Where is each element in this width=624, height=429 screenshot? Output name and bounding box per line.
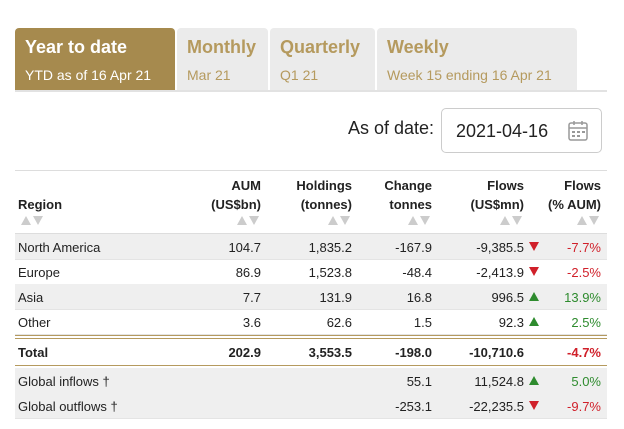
tab[interactable]: Quarterly Q1 21 [270,28,375,90]
cell-value: 1.5 [413,315,432,330]
cell-value: -48.4 [402,265,432,280]
calendar-icon[interactable] [568,120,588,142]
cell-value: -10,710.6 [469,345,524,360]
cell-value: 11,524.8 [474,374,524,389]
cell-value: -2,413.9 [476,265,524,280]
cell-value: 3.6 [242,315,261,330]
cell-value: -9,385.5 [476,240,524,255]
rule [15,365,607,366]
sort-arrow[interactable] [236,215,248,226]
column-header: (US$bn) [211,197,261,212]
column-header: Flows [564,178,601,193]
row-background [15,393,607,418]
flow-arrow [529,376,539,385]
cell-value: 62.6 [326,315,352,330]
cell-value: 13.9% [564,290,601,305]
cell-value: 86.9 [235,265,261,280]
cell-value: -253.1 [395,399,432,414]
row-background [15,368,607,393]
cell-value: 996.5 [491,290,524,305]
cell-value: -7.7% [567,240,601,255]
sort-arrow[interactable] [20,215,32,226]
cell-value: 3,553.5 [308,345,352,360]
cell-value: 92.3 [498,315,524,330]
tab[interactable]: Monthly Mar 21 [177,28,268,90]
row-label: North America [18,240,101,255]
row-label: Europe [18,265,60,280]
row-label: Asia [18,290,44,305]
flow-arrow [529,292,539,301]
column-header: (US$mn) [470,197,524,212]
sort-arrow[interactable] [419,215,431,226]
sort-arrow[interactable] [339,215,351,226]
date-input[interactable]: 2021-04-16 [441,108,602,153]
sort-arrow[interactable] [499,215,511,226]
rule [15,259,607,260]
date-label: As of date: [347,118,434,138]
sort-arrow[interactable] [407,215,419,226]
row-background [15,284,607,309]
date-value: 2021-04-16 [456,121,549,141]
tab-subtitle: Q1 21 [280,67,319,83]
row-background [15,234,607,259]
tab-title: Weekly [387,37,449,57]
sort-arrow[interactable] [511,215,523,226]
cell-value: 1,835.2 [308,240,352,255]
sort-arrow[interactable] [327,215,339,226]
cell-value: -167.9 [395,240,432,255]
rule [15,309,607,310]
cell-value: -2.5% [567,265,601,280]
tab-title: Year to date [25,37,128,57]
tab[interactable]: Weekly Week 15 ending 16 Apr 21 [377,28,577,90]
cell-value: 7.7 [242,290,261,305]
tab-subtitle: YTD as of 16 Apr 21 [25,67,152,83]
tab-subtitle: Mar 21 [187,67,231,83]
tab-title: Monthly [187,37,256,57]
row-label: Total [18,345,49,360]
flow-arrow [529,267,539,276]
sort-arrow[interactable] [576,215,588,226]
cell-value: -9.7% [567,399,601,414]
cell-value: 104.7 [228,240,261,255]
rule [15,418,607,419]
cell-value: 5.0% [571,374,601,389]
column-header: Flows [487,178,524,193]
cell-value: 131.9 [319,290,352,305]
cell-value: 55.1 [406,374,432,389]
cell-value: 202.9 [228,345,261,360]
cell-value: 1,523.8 [308,265,352,280]
rule [15,334,607,335]
rule [15,335,607,336]
tab[interactable]: Year to date YTD as of 16 Apr 21 [15,28,175,90]
column-header: (% AUM) [548,197,601,212]
rule [15,170,607,171]
sort-arrow[interactable] [588,215,600,226]
column-header: Region [18,197,63,212]
rule [15,338,607,339]
cell-value: -198.0 [395,345,432,360]
cell-value: -22,235.5 [469,399,524,414]
rule [15,233,607,234]
flow-arrow [529,317,539,326]
column-header: Holdings [296,178,352,193]
flow-arrow [529,242,539,251]
tab-bar-underline [15,90,607,92]
row-label: Global outflows † [18,399,118,414]
cell-value: 16.8 [406,290,432,305]
cell-value: -4.7% [567,345,601,360]
column-header: (tonnes) [300,197,352,212]
sort-arrow[interactable] [32,215,44,226]
column-header: Change [384,178,432,193]
column-header: AUM [231,178,261,193]
tab-subtitle: Week 15 ending 16 Apr 21 [387,67,552,83]
sort-arrow[interactable] [248,215,260,226]
cell-value: 2.5% [571,315,601,330]
tab-title: Quarterly [280,37,361,57]
row-label: Global inflows † [18,374,110,389]
column-header: tonnes [389,197,432,212]
row-label: Other [18,315,51,330]
flow-arrow [529,401,539,410]
